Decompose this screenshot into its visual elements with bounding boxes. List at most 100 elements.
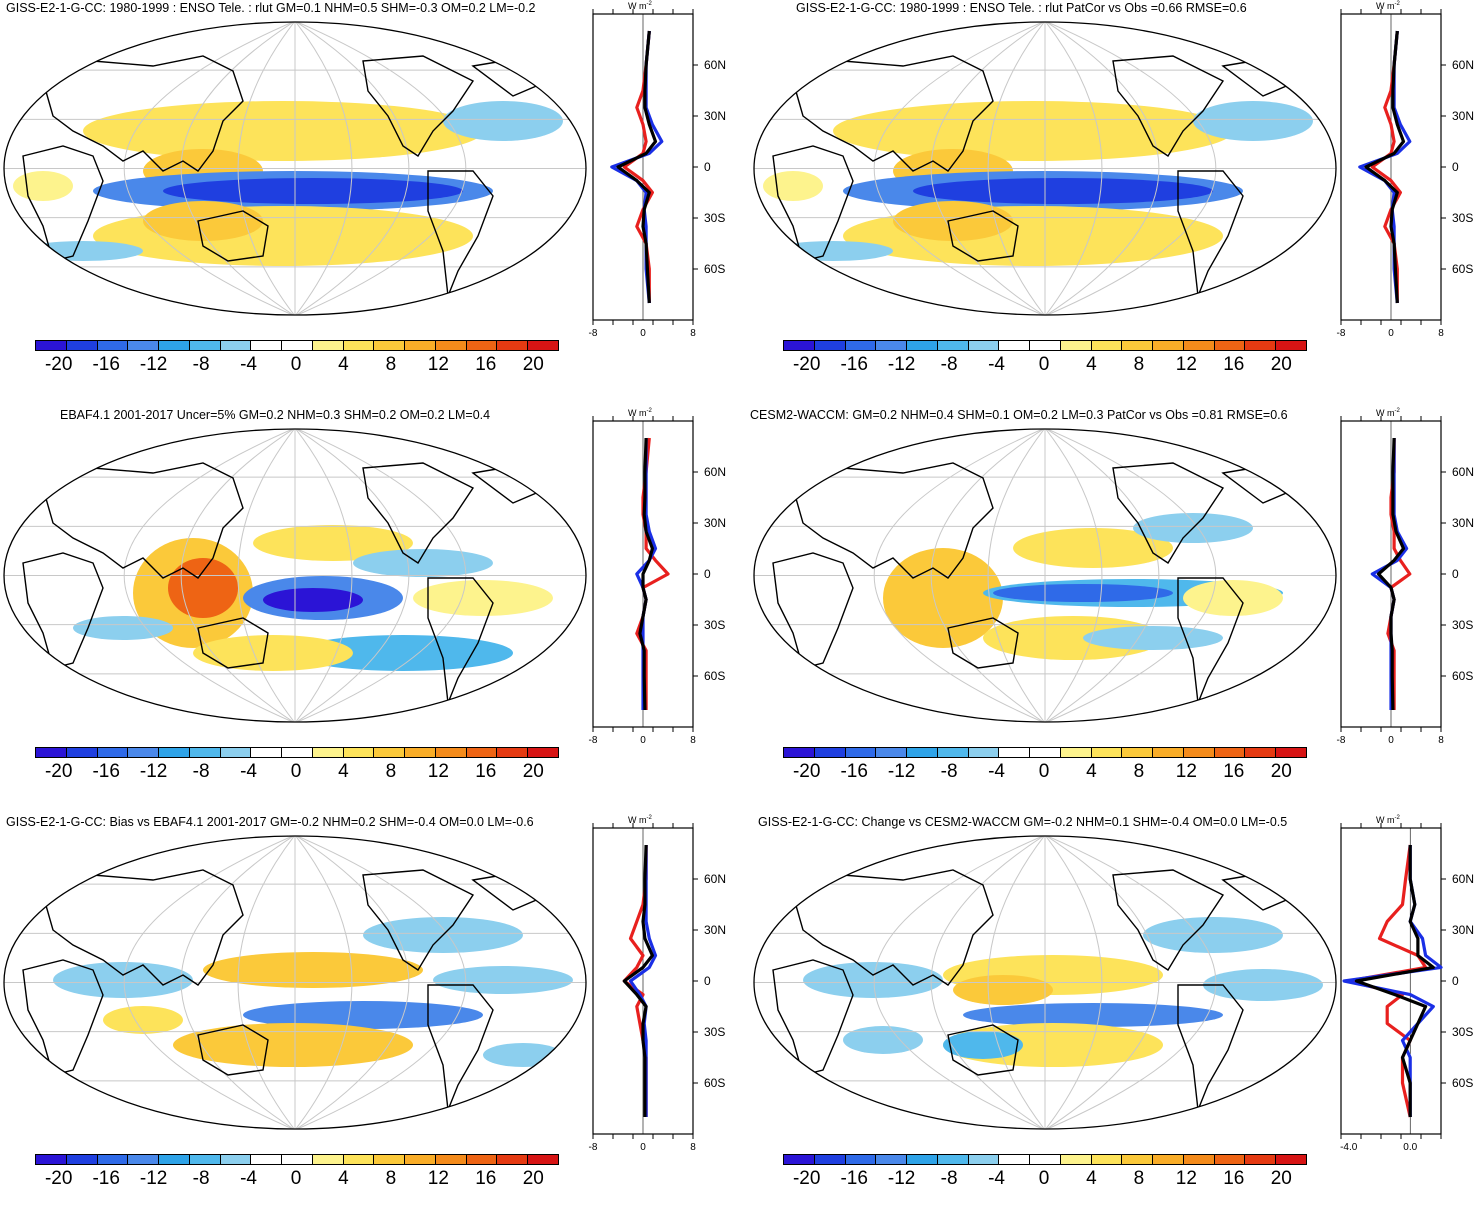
zonal-series-black bbox=[616, 30, 658, 304]
coastline bbox=[427, 577, 494, 704]
coastline bbox=[197, 210, 269, 262]
coastline bbox=[947, 1024, 1019, 1076]
colorbar-swatch bbox=[97, 1155, 129, 1164]
x-tick-label: 8 bbox=[690, 328, 696, 339]
anomaly-region bbox=[143, 201, 263, 241]
zonal-series-black bbox=[638, 437, 654, 711]
anomaly-region bbox=[803, 962, 943, 998]
longitude-gridline bbox=[987, 836, 1046, 1129]
colorbar-swatch bbox=[36, 341, 67, 350]
colorbar-swatch bbox=[312, 1155, 344, 1164]
lat-label: 30S bbox=[704, 211, 726, 225]
colorbar-swatch bbox=[845, 748, 877, 757]
colorbar-swatch bbox=[1183, 341, 1215, 350]
colorbar-label: -16 bbox=[92, 761, 120, 782]
colorbar-swatch bbox=[312, 748, 344, 757]
colorbar-label: 8 bbox=[385, 1168, 397, 1189]
colorbar-swatch bbox=[528, 748, 559, 757]
longitude-gridline bbox=[1044, 22, 1217, 315]
colorbar-swatch bbox=[814, 748, 846, 757]
colorbar bbox=[783, 1154, 1307, 1165]
longitude-gridline bbox=[1044, 22, 1103, 315]
anomaly-region bbox=[173, 1023, 413, 1067]
units-exponent: -2 bbox=[646, 1, 652, 7]
longitude-gridline bbox=[294, 836, 410, 1129]
x-tick-label: 0 bbox=[640, 328, 646, 339]
longitude-gridline bbox=[180, 836, 296, 1129]
zonal-units-label: W m-2 bbox=[628, 1, 652, 11]
colorbar-labels: -20 -16 -12 -8 -4 0 4 8 12 16 20 bbox=[35, 354, 557, 376]
colorbar-swatch bbox=[497, 748, 529, 757]
colorbar-swatch bbox=[1030, 341, 1061, 350]
x-tick-label: 0 bbox=[1388, 735, 1394, 746]
coastline bbox=[197, 1024, 269, 1076]
longitude-gridline bbox=[987, 22, 1046, 315]
colorbar bbox=[783, 747, 1307, 758]
anomaly-region bbox=[983, 616, 1163, 660]
longitude-gridline bbox=[930, 22, 1046, 315]
map-border bbox=[3, 835, 587, 1130]
colorbar-swatch bbox=[282, 1155, 313, 1164]
lat-label: 30N bbox=[1452, 109, 1475, 123]
colorbar-swatch bbox=[189, 748, 221, 757]
colorbar-swatch bbox=[251, 1155, 283, 1164]
colorbar-swatch bbox=[1122, 341, 1154, 350]
lat-label: 60S bbox=[1452, 669, 1474, 683]
longitude-gridline bbox=[873, 836, 1046, 1129]
panel-title: CESM2-WACCM: GM=0.2 NHM=0.4 SHM=0.1 OM=0… bbox=[750, 408, 1288, 422]
colorbar bbox=[35, 1154, 559, 1165]
x-tick-label: 8 bbox=[690, 1142, 696, 1153]
colorbar-swatch bbox=[405, 748, 436, 757]
colorbar-swatch bbox=[374, 748, 406, 757]
colorbar-label: 12 bbox=[1175, 1168, 1197, 1189]
colorbar-swatch bbox=[343, 341, 375, 350]
colorbar-label: -8 bbox=[940, 354, 958, 375]
panel-title: GISS-E2-1-G-CC: Change vs CESM2-WACCM GM… bbox=[758, 815, 1288, 829]
lat-label: 0 bbox=[704, 567, 711, 581]
colorbar-swatch bbox=[876, 341, 908, 350]
colorbar-label: 0 bbox=[1038, 354, 1050, 375]
anomaly-region bbox=[263, 588, 363, 612]
colorbar-label: 0 bbox=[1038, 761, 1050, 782]
colorbar-swatch bbox=[97, 748, 129, 757]
colorbar-label: -16 bbox=[92, 354, 120, 375]
anomaly-region bbox=[773, 241, 893, 261]
anomaly-region bbox=[293, 635, 513, 671]
units-text: W m bbox=[1376, 408, 1395, 418]
colorbar-swatch bbox=[937, 748, 969, 757]
colorbar-swatch bbox=[784, 341, 815, 350]
longitude-gridline bbox=[1044, 429, 1160, 722]
colorbar-labels: -20 -16 -12 -8 -4 0 4 8 12 16 20 bbox=[35, 761, 557, 783]
x-tick-label: 8 bbox=[690, 735, 696, 746]
longitude-gridline bbox=[237, 22, 296, 315]
colorbar-swatch bbox=[968, 1155, 1000, 1164]
colorbar-swatch bbox=[528, 341, 559, 350]
colorbar-swatch bbox=[814, 341, 846, 350]
lat-label: 0 bbox=[704, 160, 711, 174]
x-tick-label: -8 bbox=[588, 735, 598, 746]
panel-model-enso: GISS-E2-1-G-CC: 1980-1999 : ENSO Tele. :… bbox=[0, 0, 740, 395]
panel-title: GISS-E2-1-G-CC: Bias vs EBAF4.1 2001-201… bbox=[6, 815, 534, 829]
longitude-gridline bbox=[1044, 836, 1160, 1129]
colorbar-label: 20 bbox=[522, 354, 544, 375]
colorbar-swatch bbox=[435, 341, 467, 350]
coastline bbox=[1112, 55, 1225, 157]
units-text: W m bbox=[1376, 815, 1395, 825]
zonal-mean-plot bbox=[1340, 9, 1446, 325]
colorbar-label: 4 bbox=[1086, 761, 1097, 782]
anomaly-region bbox=[913, 178, 1213, 204]
colorbar-swatch bbox=[784, 1155, 815, 1164]
colorbar-swatch bbox=[937, 1155, 969, 1164]
longitude-gridline bbox=[123, 429, 296, 722]
lat-label: 30N bbox=[1452, 516, 1475, 530]
colorbar-swatch bbox=[1030, 748, 1061, 757]
longitude-gridline bbox=[1044, 836, 1217, 1129]
colorbar-label: -4 bbox=[240, 1168, 257, 1189]
colorbar-label: -8 bbox=[940, 761, 958, 782]
colorbar-swatch bbox=[907, 1155, 938, 1164]
colorbar-label: 12 bbox=[427, 354, 449, 375]
colorbar-swatch bbox=[405, 1155, 436, 1164]
zonal-units-label: W m-2 bbox=[1376, 408, 1400, 418]
x-tick-label: -8 bbox=[1336, 328, 1346, 339]
robinson-map bbox=[3, 835, 587, 1130]
